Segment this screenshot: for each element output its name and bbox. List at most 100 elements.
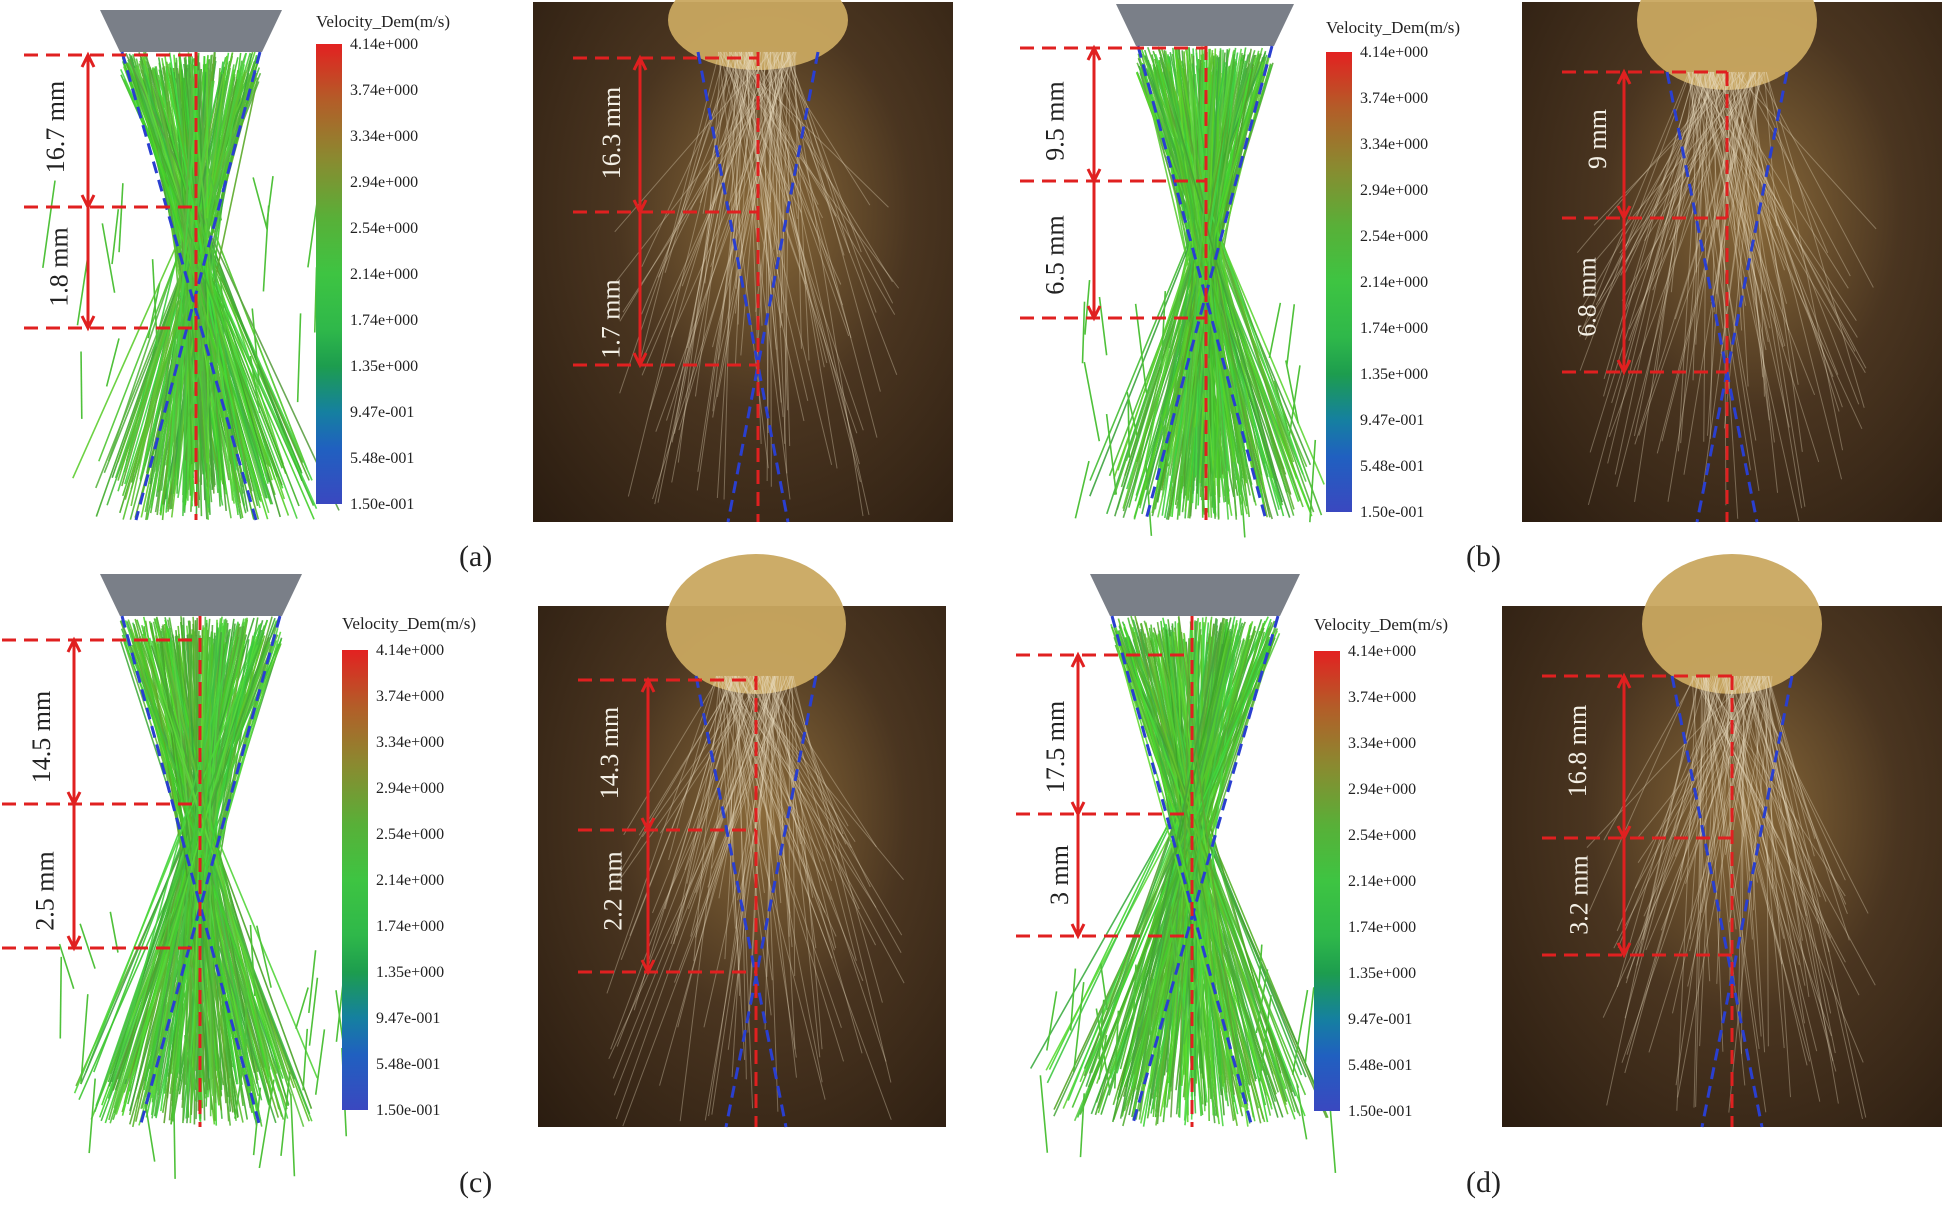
stray-particle xyxy=(1098,999,1105,1060)
spray-streak xyxy=(1606,675,1700,1106)
spray-streak xyxy=(1624,675,1735,1074)
stray-particle xyxy=(265,175,274,226)
spray-streak xyxy=(1689,675,1761,952)
spray-streak xyxy=(1713,675,1808,1066)
spray-streak xyxy=(769,675,871,888)
stray-particle xyxy=(1099,963,1109,1011)
spray-streak xyxy=(681,51,773,287)
stray-particle xyxy=(1184,427,1196,496)
spray-streak xyxy=(724,675,844,1062)
spray-streak xyxy=(1721,675,1785,939)
stray-particle xyxy=(1285,304,1296,367)
arrow-head xyxy=(632,352,648,369)
stray-particle xyxy=(109,911,119,953)
stray-particle xyxy=(207,166,223,221)
spray-streak xyxy=(764,51,870,515)
colorbar-tick-label: 2.54e+000 xyxy=(350,220,419,237)
stray-particle xyxy=(105,338,120,387)
spray-streak xyxy=(731,675,757,1077)
spray-streak xyxy=(719,51,900,289)
spray-streak xyxy=(734,51,764,314)
stray-particle xyxy=(80,994,89,1084)
spray-streak xyxy=(1764,675,1850,941)
colorbar-tick-label: 3.74e+000 xyxy=(376,688,445,705)
colorbar-tick-label: 1.35e+000 xyxy=(376,964,445,981)
arrow-head xyxy=(1616,359,1632,376)
stray-particle xyxy=(1173,930,1186,1021)
spray-streak xyxy=(1673,675,1733,838)
stray-particle xyxy=(79,923,96,969)
stray-particle xyxy=(88,1078,96,1154)
spray-streak xyxy=(748,51,850,337)
spray-streak xyxy=(784,51,877,313)
spray-streak xyxy=(717,51,769,469)
exp-c-lower-label: 2.2 mm xyxy=(598,851,628,931)
spray-streak xyxy=(1582,71,1721,307)
sim-a-upper-label: 16.7 mm xyxy=(41,80,71,174)
spray-streak xyxy=(1767,675,1815,857)
spray-streak xyxy=(1584,71,1725,340)
colorbar-tick-label: 5.48e-001 xyxy=(350,450,415,467)
particle-streak xyxy=(1165,629,1207,1106)
cone-edge-line xyxy=(120,615,262,1128)
nozzle-tip xyxy=(1642,554,1822,694)
particle-streak xyxy=(1194,641,1200,1097)
particle-streak xyxy=(1116,644,1245,1108)
stray-particle xyxy=(290,1093,296,1177)
spray-streak xyxy=(633,675,734,1011)
spray-streak xyxy=(616,675,737,879)
caption-b: (b) xyxy=(1466,540,1501,573)
spray-streak xyxy=(784,51,791,444)
stray-particle xyxy=(1160,414,1170,467)
spray-streak xyxy=(606,675,717,994)
spray-streak xyxy=(1608,71,1746,438)
spray-streak xyxy=(723,51,737,500)
cone-edge-line xyxy=(1144,45,1274,521)
particle-streak xyxy=(1121,621,1303,1076)
arrow-head xyxy=(1086,44,1102,61)
nozzle xyxy=(100,574,302,616)
spray-streak xyxy=(1741,71,1799,385)
spray-streak xyxy=(1702,675,1745,837)
nozzle-tip xyxy=(668,0,848,70)
spray-streak xyxy=(677,675,770,1028)
stray-particle xyxy=(1083,361,1101,442)
spray-streak xyxy=(1765,71,1865,408)
spray-streak xyxy=(728,51,889,208)
nozzle-tip xyxy=(666,554,846,694)
cone-edge-line xyxy=(1665,71,1759,523)
spray-streak xyxy=(1625,675,1721,984)
spray-streak xyxy=(1748,675,1805,1024)
spray-streak xyxy=(1694,675,1860,996)
spray-streak xyxy=(725,675,741,996)
spray-streak xyxy=(1729,71,1803,509)
particle-streak xyxy=(129,629,319,1079)
spray-streak xyxy=(1611,71,1715,403)
colorbar-tick-label: 5.48e-001 xyxy=(376,1056,441,1073)
spray-streak xyxy=(723,675,833,959)
spray-streak xyxy=(1702,71,1767,351)
particle-streak xyxy=(125,52,340,511)
spray-streak xyxy=(1707,675,1735,880)
spray-streak xyxy=(1624,675,1720,1019)
spray-streak xyxy=(1603,71,1696,380)
stray-particle xyxy=(1216,441,1230,492)
spray-streak xyxy=(1723,71,1760,429)
spray-streak xyxy=(1739,675,1766,1053)
stray-particle xyxy=(147,283,161,339)
particle-streak xyxy=(1160,629,1243,1113)
spray-streak xyxy=(763,51,769,434)
spray-streak xyxy=(789,675,823,1050)
particle-streak xyxy=(130,73,278,478)
spray-streak xyxy=(1758,675,1836,1054)
spray-streak xyxy=(619,51,782,322)
spray-streak xyxy=(1740,71,1851,277)
stray-particle xyxy=(251,308,261,385)
spray-streak xyxy=(1603,675,1696,841)
colorbar-tick-label: 2.54e+000 xyxy=(376,826,445,843)
spray-streak xyxy=(716,51,784,398)
spray-streak xyxy=(1705,675,1832,1037)
arrow-head xyxy=(632,54,648,71)
spray-streak xyxy=(737,675,747,1080)
spray-streak xyxy=(758,675,802,845)
